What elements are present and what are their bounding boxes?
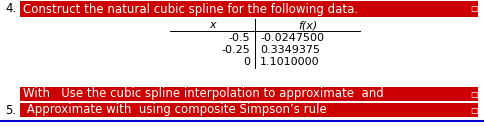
FancyBboxPatch shape <box>20 1 478 17</box>
Text: Construct the natural cubic spline for the following data.: Construct the natural cubic spline for t… <box>23 3 358 15</box>
Text: With   Use the cubic spline interpolation to approximate  and: With Use the cubic spline interpolation … <box>23 88 391 100</box>
Text: 5.: 5. <box>5 104 16 116</box>
Text: □: □ <box>470 4 478 13</box>
Text: □: □ <box>470 106 478 115</box>
FancyBboxPatch shape <box>20 87 478 101</box>
Text: 1.1010000: 1.1010000 <box>260 57 319 67</box>
Text: 0.3349375: 0.3349375 <box>260 45 320 55</box>
FancyBboxPatch shape <box>20 103 478 117</box>
Text: -0.0247500: -0.0247500 <box>260 33 324 43</box>
Text: x: x <box>209 20 216 30</box>
Text: f(x): f(x) <box>298 20 317 30</box>
Text: □: □ <box>470 90 478 99</box>
Text: Approximate with  using composite Simpson’s rule: Approximate with using composite Simpson… <box>23 104 327 116</box>
Text: 4.: 4. <box>5 3 16 15</box>
Text: -0.25: -0.25 <box>221 45 250 55</box>
Text: -0.5: -0.5 <box>228 33 250 43</box>
Text: 0: 0 <box>243 57 250 67</box>
